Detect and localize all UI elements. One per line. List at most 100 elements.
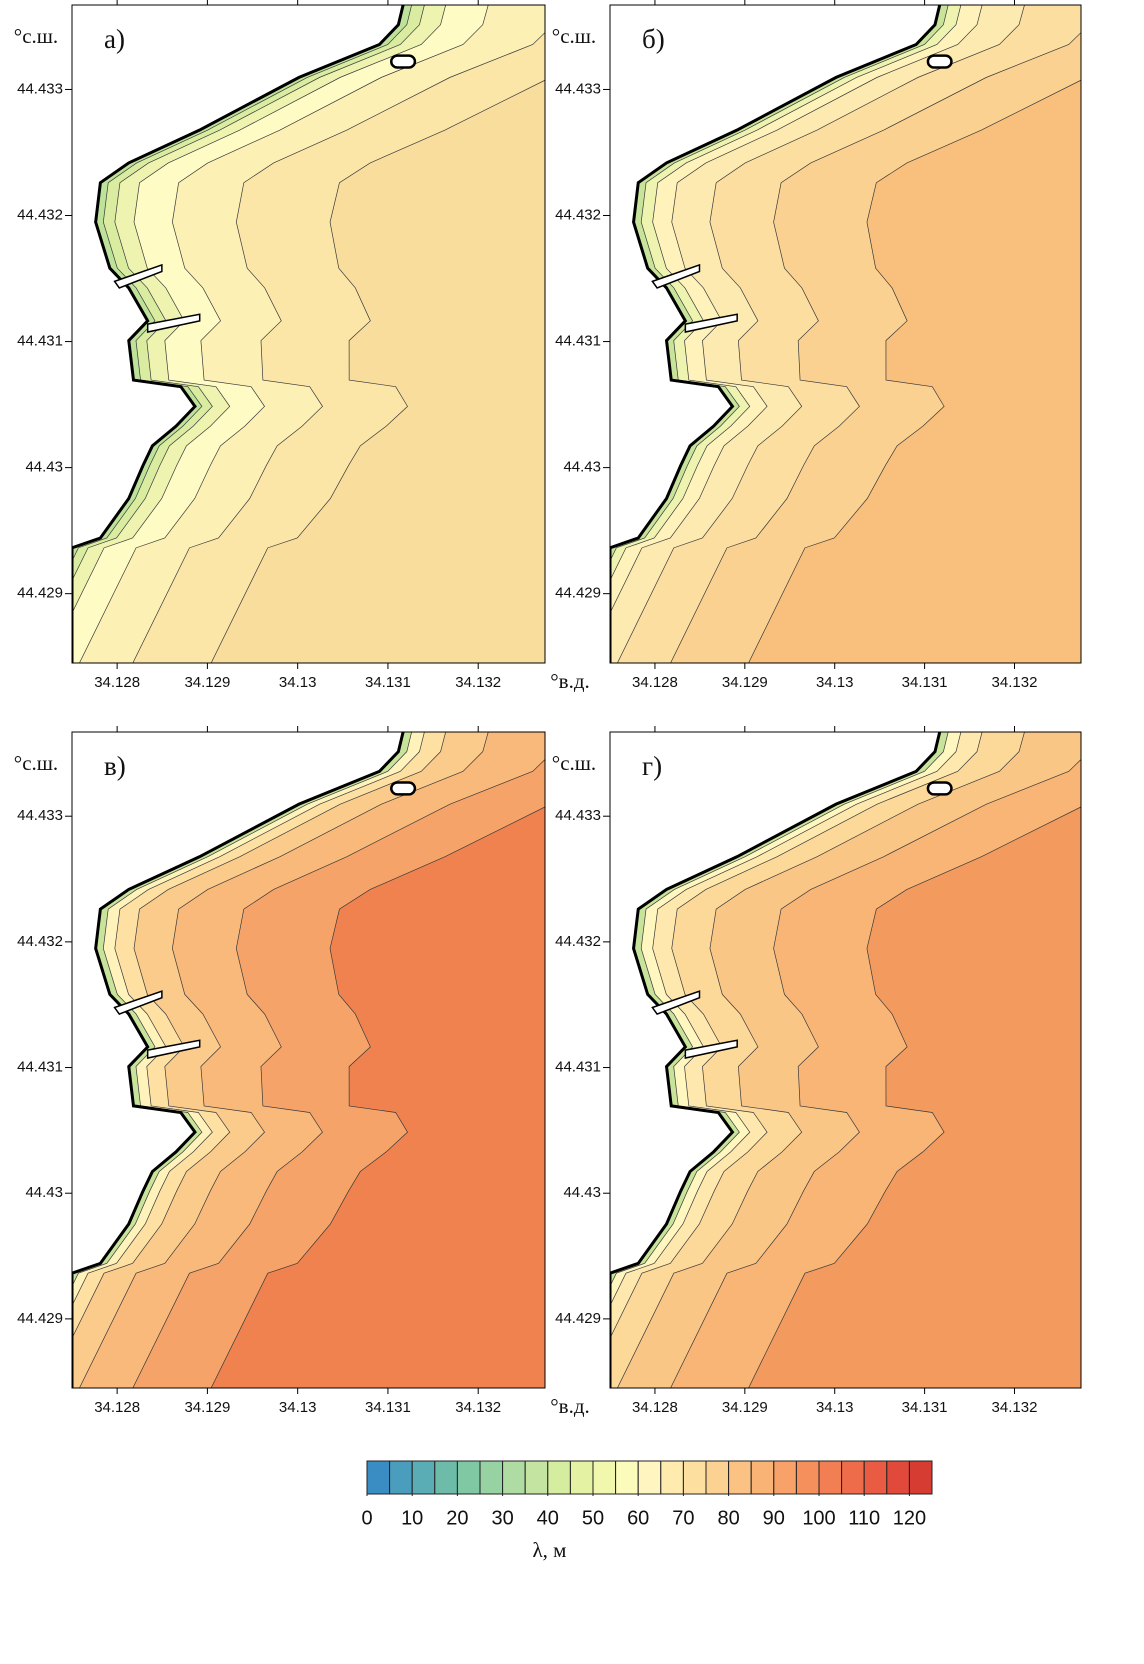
colorbar-box	[479, 1460, 504, 1495]
y-tick-label: 44.433	[555, 80, 601, 97]
colorbar-box	[728, 1460, 752, 1495]
plot-frame	[609, 4, 1082, 664]
colorbar-box	[773, 1460, 797, 1495]
colorbar-tick-label: 30	[491, 1507, 513, 1529]
x-tick-label: 34.129	[184, 1399, 230, 1416]
y-tick-label: 44.433	[555, 807, 601, 824]
field-band	[610, 732, 983, 1339]
island	[390, 54, 417, 69]
colorbar-box	[569, 1460, 594, 1495]
field-band	[610, 5, 983, 614]
contour-field	[72, 5, 545, 663]
contour-field	[610, 732, 1081, 1388]
x-tick-label: 34.129	[722, 1399, 768, 1416]
colorbar-tick-label: 90	[763, 1507, 785, 1529]
land	[72, 732, 405, 1388]
field-band	[72, 5, 489, 663]
x-tick-label: 34.131	[365, 1399, 411, 1416]
colorbar-tick-label: 120	[893, 1507, 926, 1529]
y-tick-label: 44.433	[17, 80, 63, 97]
panel-label: а)	[104, 24, 125, 54]
y-tick-label: 44.431	[555, 333, 601, 350]
colorbar-box	[660, 1460, 684, 1495]
y-tick-label: 44.431	[555, 1059, 601, 1076]
colorbar-tick-label: 0	[361, 1507, 372, 1529]
colorbar-box	[841, 1460, 865, 1495]
x-axis-label: °в.д.	[550, 669, 590, 693]
plot-frame	[71, 731, 546, 1389]
y-tick-label: 44.43	[563, 1184, 601, 1201]
colorbar-box	[795, 1460, 820, 1495]
plot-frame	[71, 4, 546, 664]
field-band	[610, 5, 1025, 663]
jetty	[684, 1039, 738, 1059]
colorbar-box	[456, 1460, 481, 1495]
jetty	[113, 263, 163, 289]
colorbar-tick-label: 50	[582, 1507, 604, 1529]
y-tick-label: 44.429	[17, 585, 63, 602]
panel-label: в)	[104, 751, 126, 781]
y-tick-label: 44.43	[563, 459, 601, 476]
colorbar-box	[750, 1460, 775, 1495]
y-tick-label: 44.432	[17, 933, 63, 950]
contour-field	[610, 5, 1081, 663]
colorbar-tick-label: 20	[446, 1507, 468, 1529]
y-tick-label: 44.431	[17, 333, 63, 350]
colorbar-box	[502, 1460, 526, 1495]
colorbar-label: λ, м	[533, 1538, 567, 1562]
x-tick-label: 34.13	[279, 674, 317, 691]
y-tick-label: 44.432	[555, 206, 601, 223]
land	[610, 5, 942, 663]
colorbar-box	[818, 1460, 843, 1495]
x-tick-label: 34.13	[279, 1399, 317, 1416]
x-tick-label: 34.128	[94, 674, 140, 691]
y-tick-label: 44.432	[555, 933, 601, 950]
colorbar-tick-label: 60	[627, 1507, 649, 1529]
field-band	[72, 732, 447, 1339]
panel-label: б)	[642, 24, 665, 54]
colorbar-box	[547, 1460, 571, 1495]
contour-field	[72, 732, 545, 1388]
x-tick-label: 34.128	[632, 1399, 678, 1416]
x-tick-label: 34.131	[365, 674, 411, 691]
x-tick-label: 34.132	[455, 1399, 501, 1416]
field-band	[610, 732, 1025, 1388]
y-tick-label: 44.429	[555, 585, 601, 602]
y-tick-label: 44.43	[25, 1184, 63, 1201]
colorbar-box	[615, 1460, 639, 1495]
y-axis-label: °с.ш.	[14, 24, 58, 48]
y-tick-label: 44.432	[17, 206, 63, 223]
x-tick-label: 34.128	[632, 674, 678, 691]
x-tick-label: 34.13	[816, 674, 854, 691]
land	[610, 732, 942, 1388]
colorbar-box	[637, 1460, 662, 1495]
x-tick-label: 34.13	[816, 1399, 854, 1416]
x-tick-label: 34.129	[184, 674, 230, 691]
colorbar-box	[592, 1460, 617, 1495]
jetty	[146, 313, 201, 333]
y-tick-label: 44.43	[25, 459, 63, 476]
island	[926, 54, 953, 69]
x-tick-label: 34.132	[992, 1399, 1038, 1416]
colorbar-tick-label: 40	[537, 1507, 559, 1529]
x-tick-label: 34.132	[992, 674, 1038, 691]
x-tick-label: 34.132	[455, 674, 501, 691]
jetty	[684, 313, 738, 333]
colorbar-box	[886, 1460, 910, 1495]
y-axis-label: °с.ш.	[14, 751, 58, 775]
y-tick-label: 44.429	[555, 1310, 601, 1327]
colorbar-box	[705, 1460, 730, 1495]
field-band	[72, 732, 489, 1388]
colorbar-box	[908, 1460, 933, 1495]
colorbar-tick-label: 70	[672, 1507, 694, 1529]
x-tick-label: 34.129	[722, 674, 768, 691]
jetty	[651, 263, 701, 289]
y-axis-label: °с.ш.	[552, 751, 596, 775]
jetty	[651, 990, 701, 1015]
x-tick-label: 34.128	[94, 1399, 140, 1416]
colorbar-box	[434, 1460, 458, 1495]
y-tick-label: 44.431	[17, 1059, 63, 1076]
island	[390, 781, 417, 796]
x-tick-label: 34.131	[902, 674, 948, 691]
